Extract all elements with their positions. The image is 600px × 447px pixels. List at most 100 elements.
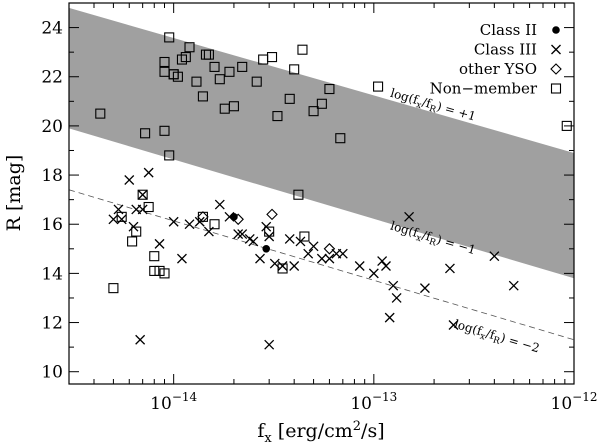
point-non-member (316, 98, 327, 109)
point-non-member (184, 42, 195, 53)
legend-marker-other-yso (550, 63, 562, 75)
y-tick-label: 12 (41, 314, 63, 334)
point-class-iii (137, 189, 148, 200)
point-non-member (137, 189, 148, 200)
point-class-iii (388, 280, 399, 291)
point-non-member (335, 133, 346, 144)
point-non-member (159, 125, 170, 136)
point-class-iii (384, 312, 395, 323)
data-points (95, 32, 572, 350)
point-class-iii (154, 238, 165, 249)
point-non-member (209, 61, 220, 72)
point-non-member (197, 211, 208, 222)
legend-label-class-ii: Class II (480, 21, 537, 39)
point-non-member (95, 108, 106, 119)
point-class-iii (303, 248, 314, 259)
point-class-iii (377, 256, 388, 267)
point-non-member (277, 263, 288, 274)
reference-lines (69, 189, 574, 341)
axis-ticks: 10−14 10−13 10−12 10 12 14 16 18 20 22 24 (41, 2, 598, 414)
point-class-iii (368, 268, 379, 279)
point-class-iii (168, 216, 179, 227)
point-class-iii (308, 241, 319, 252)
point-class-iii (324, 253, 335, 264)
point-non-member (289, 64, 300, 75)
y-tick-label: 20 (41, 117, 63, 137)
series-class-iii (108, 167, 519, 350)
y-tick-label: 24 (41, 19, 63, 39)
point-class-iii (337, 248, 348, 259)
point-class-iii (419, 283, 430, 294)
point-class-iii (135, 334, 146, 345)
point-non-member (258, 54, 269, 65)
point-non-member (308, 106, 319, 117)
point-non-member (131, 226, 142, 237)
shaded-band (69, 7, 574, 279)
point-non-member (191, 76, 202, 87)
shaded-band-region (69, 7, 574, 279)
point-class-iii (224, 211, 235, 222)
point-non-member (164, 32, 175, 43)
legend-marker-non-member (550, 83, 562, 94)
x-axis-title: fx [erg/cm2/s] (257, 419, 384, 446)
x-tick-label: 10−14 (150, 390, 197, 414)
x-tick-label: 10−13 (350, 390, 397, 414)
point-non-member (284, 93, 295, 104)
point-other-yso (266, 208, 278, 221)
point-class-iii (214, 199, 225, 210)
point-non-member (176, 54, 187, 65)
y-tick-label: 18 (41, 166, 63, 186)
legend-label-other-yso: other YSO (459, 60, 537, 78)
point-class-iii (508, 280, 519, 291)
point-class-iii (137, 204, 148, 215)
dashed-reference-line (69, 189, 574, 341)
point-class-iii (237, 229, 248, 240)
point-non-member (168, 69, 179, 80)
y-tick-label: 22 (41, 68, 63, 88)
point-class-iii (391, 293, 402, 303)
point-class-iii (124, 175, 135, 185)
point-class-iii (116, 214, 127, 225)
y-tick-label: 14 (41, 264, 63, 284)
legend-marker-class-ii (552, 26, 560, 34)
point-non-member (116, 211, 127, 222)
point-non-member (140, 128, 151, 139)
point-other-yso (232, 213, 244, 226)
point-non-member (266, 52, 278, 63)
point-class-iii (448, 320, 459, 330)
legend-label-class-iii: Class III (474, 41, 537, 59)
point-non-member (272, 111, 283, 122)
point-class-iii (184, 219, 195, 230)
point-non-member (159, 56, 170, 68)
point-non-member (373, 81, 384, 92)
point-class-iii (381, 261, 391, 271)
plot-frame (68, 2, 575, 385)
point-non-member (324, 83, 335, 95)
point-non-member (149, 251, 160, 262)
point-class-iii (316, 253, 327, 264)
legend-marker-class-iii (551, 44, 561, 55)
x-tick-label: 10−12 (551, 390, 598, 414)
point-non-member (108, 283, 119, 294)
point-non-member (264, 226, 275, 237)
point-class-iii (108, 214, 119, 225)
point-class-iii (404, 211, 415, 222)
point-non-member (159, 268, 170, 279)
point-class-iii (176, 253, 187, 264)
point-class-iii (277, 261, 288, 271)
legend-label-non-member: Non−member (430, 80, 538, 98)
point-other-yso (323, 243, 336, 255)
point-non-member (251, 76, 262, 87)
point-non-member (180, 52, 191, 63)
point-non-member (293, 189, 304, 200)
point-non-member (143, 201, 154, 213)
line-annotation: log(fx/fR) = −2 (452, 317, 541, 358)
point-class-iii (284, 234, 295, 244)
point-non-member (209, 219, 220, 230)
series-non-member (95, 32, 572, 294)
point-class-iii (444, 263, 455, 274)
point-non-member (164, 150, 175, 161)
point-class-ii (262, 245, 271, 253)
point-non-member (228, 101, 239, 112)
